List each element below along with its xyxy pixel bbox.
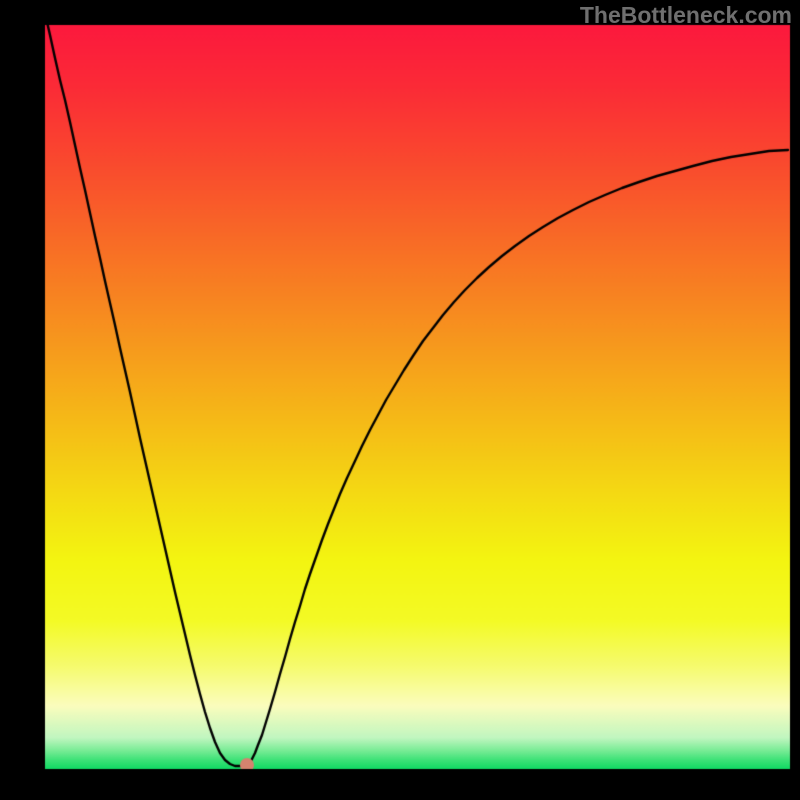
bottleneck-chart [0,0,800,800]
watermark-text: TheBottleneck.com [580,2,792,29]
